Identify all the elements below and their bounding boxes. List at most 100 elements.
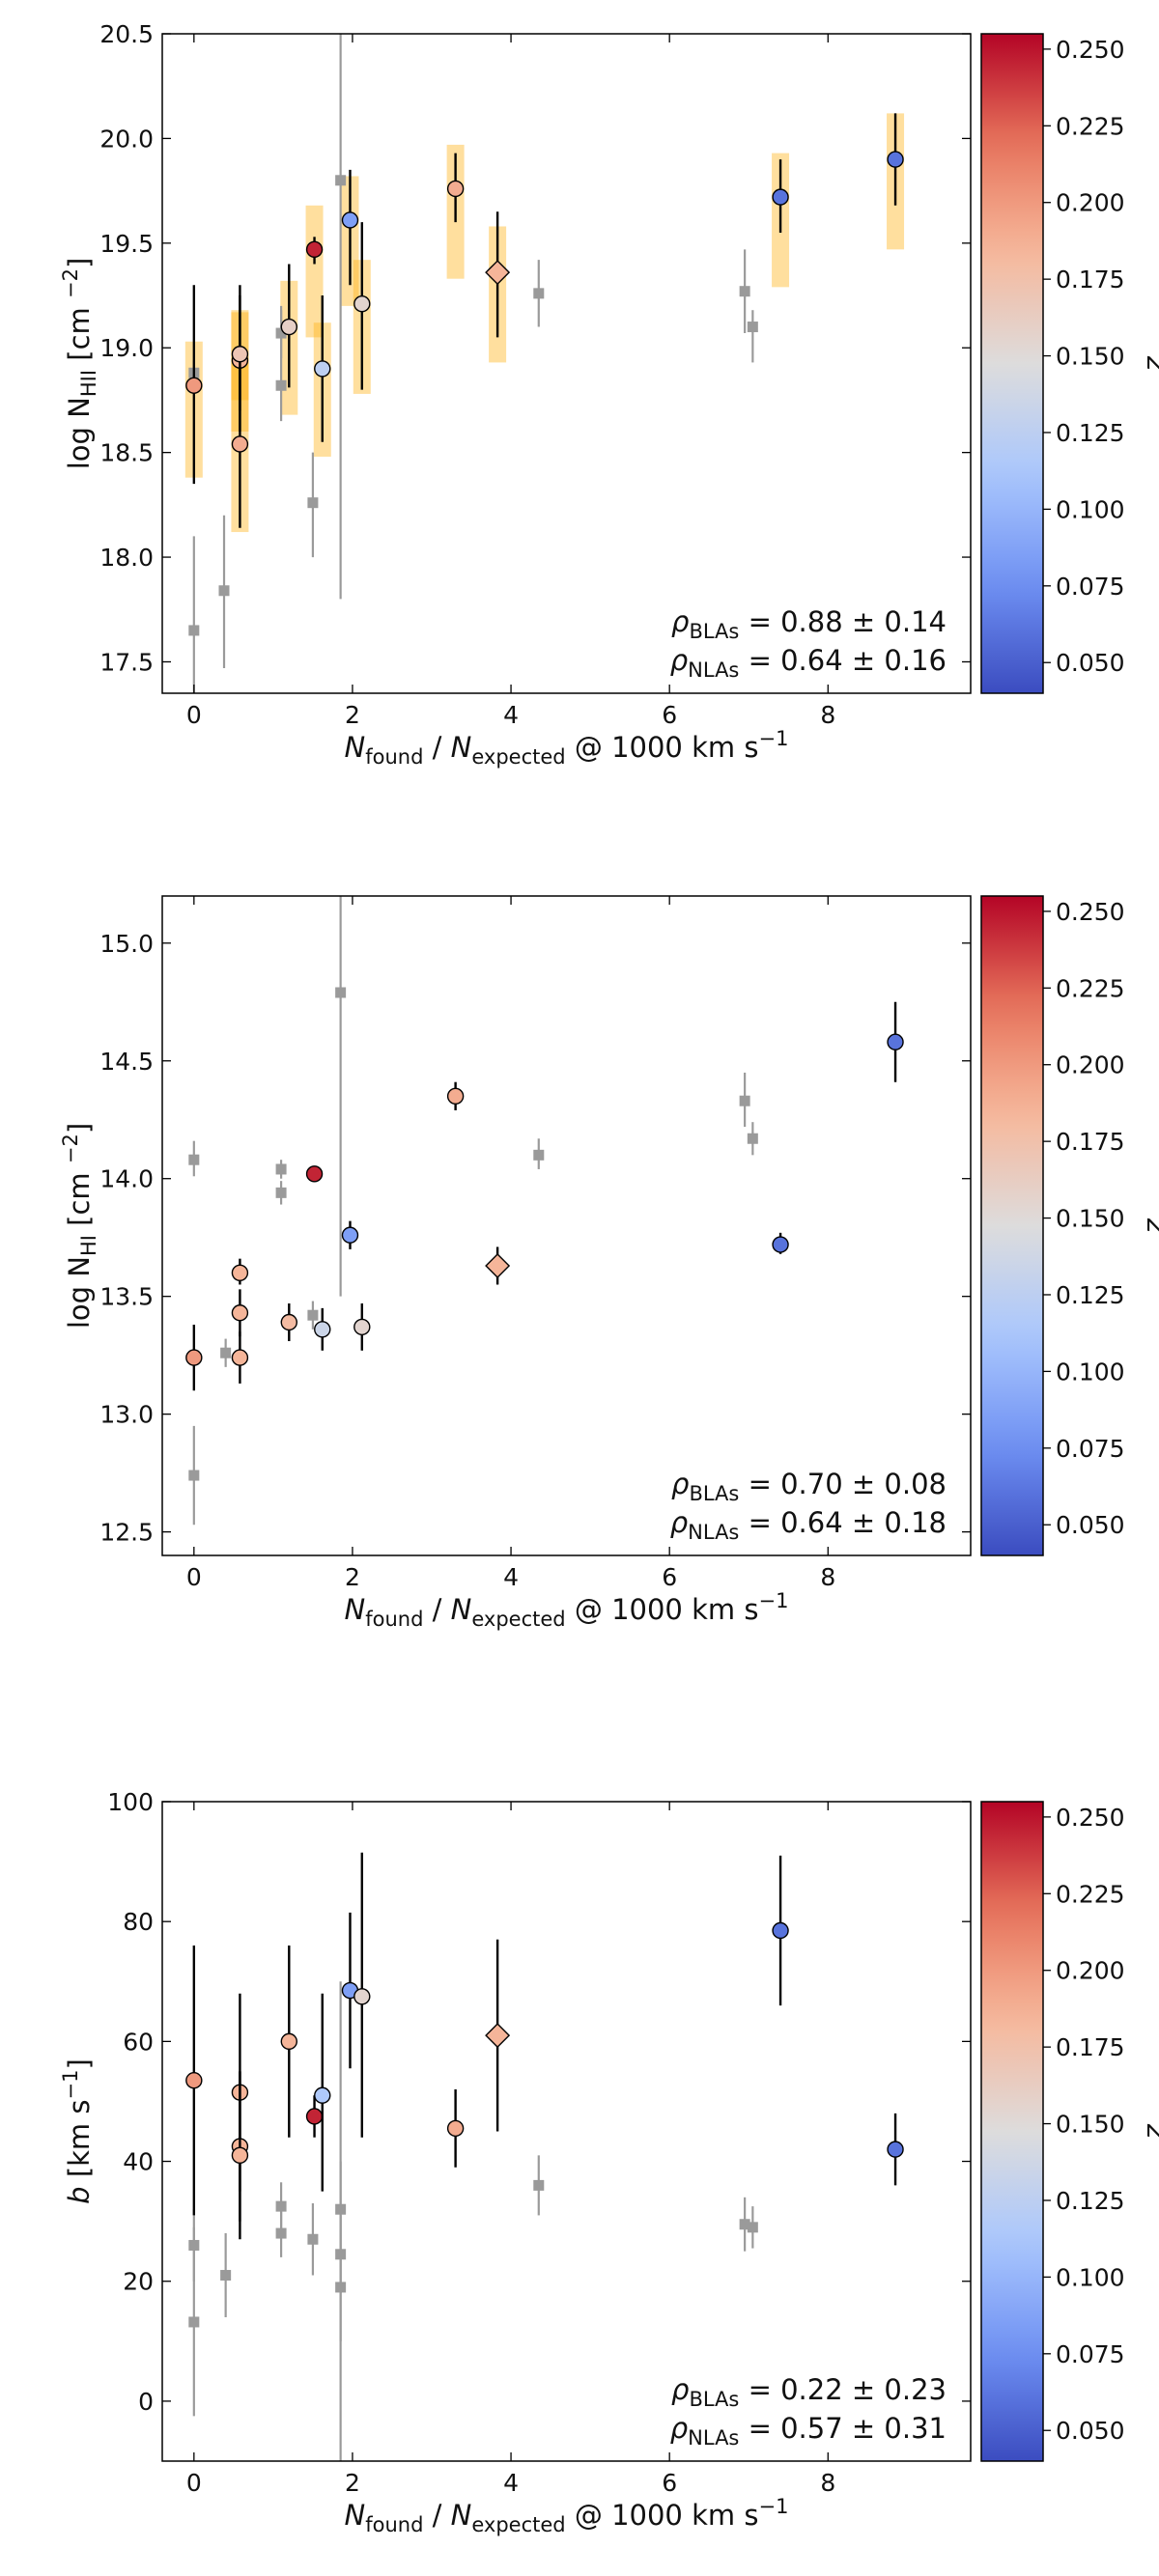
nla-point [533, 1149, 545, 1161]
bla-point [446, 180, 465, 198]
y-axis-label: log NHI [cm −2] [59, 1123, 100, 1329]
bla-point [231, 2146, 249, 2165]
y-tick-label: 12.5 [99, 1519, 154, 1547]
colorbar-gradient [980, 895, 1044, 1556]
y-tick-label: 14.5 [99, 1048, 154, 1076]
y-tick-label: 14.0 [99, 1165, 154, 1193]
colorbar-gradient [980, 33, 1044, 694]
bla-point [280, 2032, 297, 2051]
nla-point [747, 322, 758, 333]
colorbar-tick-label: 0.175 [1056, 2033, 1125, 2061]
colorbar-tick-label: 0.250 [1056, 36, 1125, 64]
bla-point [231, 1349, 249, 1366]
colorbar-tick-label: 0.050 [1056, 1511, 1125, 1539]
colorbar-tick-label: 0.200 [1056, 1957, 1125, 1985]
bla-point [305, 2108, 324, 2125]
x-tick-label: 2 [345, 701, 360, 729]
y-axis-label: b [km s−1] [59, 2058, 96, 2204]
colorbar-tick-label: 0.200 [1056, 1051, 1125, 1079]
y-tick-label: 80 [123, 1908, 154, 1936]
bla-point [887, 1033, 904, 1050]
y-tick-label: 19.0 [99, 334, 154, 362]
colorbar-tick-label: 0.075 [1056, 573, 1125, 601]
y-axis-label: log NHII [cm −2] [59, 258, 100, 470]
x-tick-label: 2 [345, 1563, 360, 1591]
x-axis-label: Nfound / Nexpected @ 1000 km s−1 [345, 2495, 789, 2536]
bla-point [314, 2086, 331, 2104]
bla-point [231, 1264, 249, 1281]
y-tick-label: 13.0 [99, 1401, 154, 1429]
nla-point [188, 1154, 200, 1165]
nla-point [335, 987, 347, 998]
y-tick-label: 100 [107, 1788, 154, 1816]
correlation-annotation: ρBLAs = 0.70 ± 0.08 [671, 1468, 947, 1505]
x-axis-label: Nfound / Nexpected @ 1000 km s−1 [345, 727, 789, 769]
correlation-annotation: ρBLAs = 0.22 ± 0.23 [671, 2373, 947, 2411]
y-tick-label: 0 [138, 2388, 154, 2416]
colorbar-tick-label: 0.100 [1056, 495, 1125, 523]
chart-panel-nhi: 0 2 4 6 8 12.5 13.0 13.5 14.0 14.5 15.0 Nfound / Ne… [59, 895, 1159, 1631]
colorbar-label: z [1141, 2123, 1159, 2140]
y-tick-label: 40 [123, 2148, 154, 2176]
correlation-annotation: ρNLAs = 0.64 ± 0.16 [670, 644, 947, 682]
colorbar-tick-label: 0.125 [1056, 1281, 1125, 1309]
colorbar-tick-label: 0.100 [1056, 1358, 1125, 1386]
axes-frame [161, 33, 972, 694]
nla-point [275, 327, 287, 339]
colorbar-tick-label: 0.150 [1056, 2111, 1125, 2139]
colorbar-gradient [980, 1801, 1044, 2462]
y-tick-label: 20.5 [99, 20, 154, 48]
nla-point [307, 497, 319, 509]
y-tick-label: 15.0 [99, 930, 154, 958]
correlation-annotation: ρBLAs = 0.88 ± 0.14 [671, 605, 947, 643]
nla-point [188, 2316, 200, 2328]
colorbar-tick-label: 0.050 [1056, 2417, 1125, 2445]
bla-point [280, 1313, 297, 1331]
bla-point [231, 346, 249, 363]
correlation-annotation: ρNLAs = 0.64 ± 0.18 [670, 1506, 947, 1544]
bla-point [446, 2119, 465, 2138]
colorbar-label: z [1141, 355, 1159, 372]
x-tick-label: 4 [503, 701, 519, 729]
x-tick-label: 2 [345, 2469, 360, 2497]
bla-point [353, 295, 371, 313]
nla-point [739, 2219, 750, 2230]
bla-diamond-point [485, 260, 511, 286]
x-tick-label: 4 [503, 1563, 519, 1591]
x-tick-label: 6 [662, 701, 677, 729]
colorbar-tick-label: 0.075 [1056, 1435, 1125, 1463]
axes-frame [161, 895, 972, 1556]
colorbar: 0.050 0.075 0.100 0.125 0.150 0.175 0.200 0.225… [980, 1801, 1159, 2462]
colorbar-tick-label: 0.075 [1056, 2340, 1125, 2368]
nla-point [747, 2222, 758, 2233]
bla-point [887, 151, 904, 168]
y-tick-label: 18.5 [99, 439, 154, 467]
nla-point [739, 286, 750, 297]
bla-point [231, 435, 249, 453]
nla-point [275, 379, 287, 391]
bla-point [305, 240, 324, 259]
nla-point [218, 585, 230, 597]
nla-point [275, 1187, 287, 1198]
nla-point [220, 1347, 232, 1358]
colorbar-label: z [1141, 1218, 1159, 1234]
colorbar: 0.050 0.075 0.100 0.125 0.150 0.175 0.200 0.225… [980, 895, 1159, 1556]
y-tick-label: 19.5 [99, 230, 154, 258]
colorbar-tick-label: 0.175 [1056, 266, 1125, 294]
nla-point [533, 288, 545, 299]
colorbar-tick-label: 0.250 [1056, 898, 1125, 926]
colorbar-tick-label: 0.100 [1056, 2263, 1125, 2291]
colorbar-tick-label: 0.050 [1056, 649, 1125, 677]
y-tick-label: 18.0 [99, 544, 154, 572]
colorbar-tick-label: 0.125 [1056, 419, 1125, 447]
y-tick-label: 20 [123, 2268, 154, 2296]
bla-point [353, 1318, 371, 1336]
bla-point [280, 318, 297, 336]
colorbar-tick-label: 0.175 [1056, 1128, 1125, 1156]
nla-point [188, 1470, 200, 1481]
plot-area [185, 1852, 904, 2461]
nla-point [335, 175, 347, 186]
nla-point [220, 2270, 232, 2282]
